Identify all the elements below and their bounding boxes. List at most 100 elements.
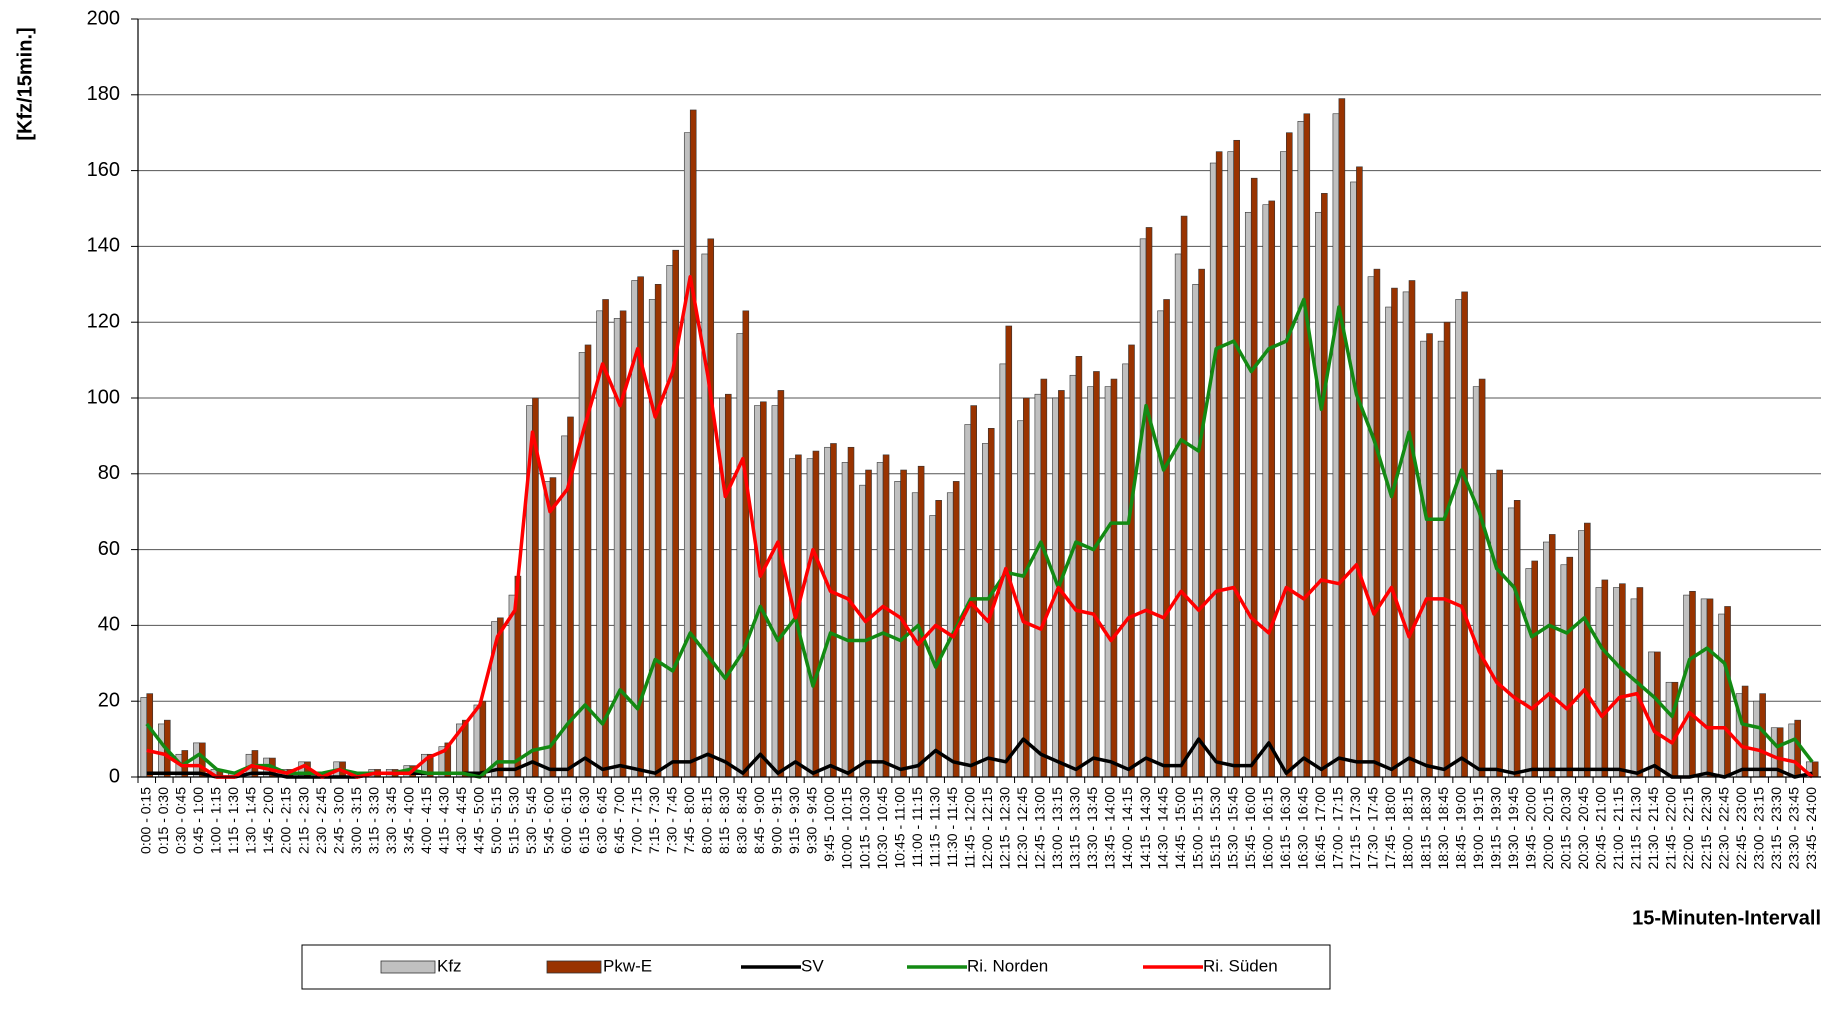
x-tick-label: 4:00 - 4:15 [418,787,434,854]
legend-swatch [380,960,436,974]
bar [1426,333,1433,778]
bar [683,132,691,778]
bar [841,462,849,778]
bar [1654,651,1661,778]
bar [982,443,989,778]
y-tick-label: 80 [98,462,120,484]
bar [654,283,662,778]
x-tick-label: 11:00 - 11:15 [909,787,925,868]
x-tick-label: 11:30 - 11:45 [944,787,960,868]
x-tick-label: 2:00 - 2:15 [278,787,294,854]
bar [760,401,767,778]
bar [754,405,761,778]
bar [1753,700,1760,778]
x-tick-label: 14:00 - 14:15 [1119,787,1135,870]
x-tick-label: 11:15 - 11:30 [926,787,942,868]
bar [1665,681,1673,778]
x-tick-label: 14:45 - 15:00 [1172,787,1188,870]
x-tick-label: 23:00 - 23:15 [1750,787,1766,870]
x-tick-label: 1:00 - 1:15 [208,787,224,854]
bar [1069,374,1077,778]
x-tick-label: 23:30 - 23:45 [1785,787,1801,870]
x-tick-label: 16:30 - 16:45 [1295,787,1311,870]
x-tick-label: 9:15 - 9:30 [786,787,802,854]
x-tick-label: 12:30 - 12:45 [1014,787,1030,870]
bar [1613,587,1620,778]
bar [1023,397,1030,778]
bar [1209,162,1217,778]
x-tick-label: 20:30 - 20:45 [1575,787,1591,870]
x-tick-label: 1:30 - 1:45 [243,787,259,854]
x-tick-label: 22:45 - 23:00 [1733,787,1749,870]
x-tick-label: 16:15 - 16:30 [1277,787,1293,870]
bar [929,515,936,778]
bar [1338,98,1346,778]
bar [1525,568,1533,778]
bar [1280,151,1287,778]
bar [146,693,154,778]
x-tick-label: 0:00 - 0:15 [137,787,153,854]
bar [1250,177,1258,778]
x-tick-label: 0:15 - 0:30 [155,787,171,854]
bar [1455,299,1462,778]
bar [859,484,866,778]
bar [1244,211,1252,778]
x-tick-label: 3:45 - 4:00 [400,787,416,854]
legend-swatch [546,960,602,974]
bar [970,405,977,778]
bar [1122,363,1129,778]
x-tick-label: 16:00 - 16:15 [1259,787,1275,870]
x-tick-label: 23:45 - 24:00 [1803,787,1819,870]
bar [689,109,697,778]
legend-label: Ri. Norden [967,956,1048,975]
x-tick-label: 22:30 - 22:45 [1715,787,1731,870]
bar [1741,685,1749,778]
y-tick-label: 40 [98,614,120,636]
bar [1128,344,1135,778]
bar [1321,193,1328,778]
bar [1461,291,1468,778]
bar [1174,253,1182,778]
x-tick-label: 6:00 - 6:15 [558,787,574,854]
x-tick-label: 1:45 - 2:00 [260,787,276,854]
bar [894,481,901,778]
x-tick-label: 4:30 - 4:45 [453,787,469,854]
x-tick-label: 15:30 - 15:45 [1224,787,1240,870]
y-tick-label: 100 [87,386,120,408]
bar [1373,268,1381,778]
x-tick-label: 19:30 - 19:45 [1505,787,1521,870]
bar [736,333,744,778]
x-tick-label: 5:15 - 5:30 [506,787,522,854]
bar [1496,469,1503,778]
bar [1531,560,1538,778]
bar [1087,386,1094,778]
bar [1584,522,1591,778]
bar [1268,200,1276,778]
bar [1017,420,1024,778]
bar [724,393,732,778]
x-tick-label: 21:45 - 22:00 [1663,787,1679,870]
bar [672,249,679,778]
x-tick-label: 13:00 - 13:15 [1049,787,1065,870]
x-tick-label: 4:15 - 4:30 [436,787,452,854]
bar [140,697,148,778]
bar [777,390,785,778]
bar [1163,299,1170,778]
x-tick-label: 19:15 - 19:30 [1487,787,1503,870]
x-tick-label: 6:15 - 6:30 [576,787,592,854]
x-tick-label: 9:00 - 9:15 [769,787,785,854]
x-tick-label: 22:00 - 22:15 [1680,787,1696,870]
bar [701,253,709,778]
x-tick-label: 5:30 - 5:45 [523,787,539,854]
bar [473,704,481,778]
bar [1700,598,1708,778]
bar [1443,321,1451,778]
bar [1356,166,1363,778]
bar [707,238,715,778]
bar [1689,590,1696,778]
x-tick-label: 5:45 - 6:00 [541,787,557,854]
bar [1262,204,1270,778]
x-tick-label: 17:30 - 17:45 [1365,787,1381,870]
x-tick-label: 21:00 - 21:15 [1610,787,1626,870]
x-tick-label: 15:00 - 15:15 [1189,787,1205,870]
